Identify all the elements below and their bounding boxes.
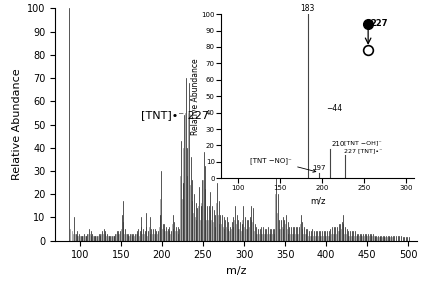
- X-axis label: m/z: m/z: [310, 196, 326, 205]
- Text: 197: 197: [313, 165, 326, 171]
- Text: −44: −44: [326, 104, 343, 113]
- Y-axis label: Relative Abundance: Relative Abundance: [191, 58, 200, 134]
- Text: [TNT −NO]⁻: [TNT −NO]⁻: [250, 157, 316, 172]
- Y-axis label: Relative Abundance: Relative Abundance: [11, 69, 22, 180]
- X-axis label: m/z: m/z: [226, 266, 246, 276]
- Text: [TNT]•⁻ 227: [TNT]•⁻ 227: [142, 110, 210, 120]
- Text: [TNT −OH]⁻: [TNT −OH]⁻: [344, 140, 381, 145]
- Text: 227 [TNT]•⁻: 227 [TNT]•⁻: [344, 149, 382, 154]
- Text: 183: 183: [300, 3, 315, 12]
- Text: 210: 210: [332, 141, 346, 147]
- Text: 227: 227: [371, 20, 388, 29]
